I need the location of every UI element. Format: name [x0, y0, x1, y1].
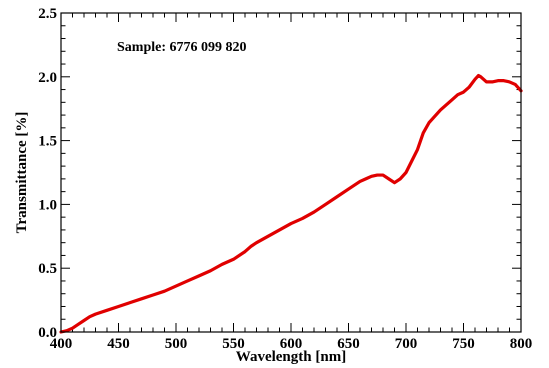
axes-layer: 400 450 500 550 600 650 700 750 800 0.0 0.5 1.0 1.5 2…: [38, 6, 532, 352]
y-tick-label: 2.5: [38, 6, 57, 22]
series-layer: [59, 73, 523, 334]
x-tick-label: 550: [222, 336, 245, 352]
x-tick-label: 750: [452, 336, 475, 352]
sample-annotation: Sample: 6776 099 820: [117, 40, 247, 55]
y-tick-label: 1.5: [38, 134, 57, 150]
x-tick-label: 400: [50, 336, 73, 352]
plot-frame: [60, 12, 522, 333]
x-tick-label: 700: [395, 336, 418, 352]
y-tick-label: 0.0: [38, 325, 57, 341]
y-tick-label: 1.0: [38, 197, 57, 213]
x-tick-label: 600: [280, 336, 303, 352]
x-tick-label: 650: [337, 336, 360, 352]
x-axis-label: Wavelength [nm]: [236, 349, 346, 365]
series-line: [59, 73, 523, 334]
x-tick-label: 500: [165, 336, 188, 352]
y-tick-label: 0.5: [38, 261, 57, 277]
x-tick-label: 450: [107, 336, 130, 352]
y-axis-label: Transmittance [%]: [14, 112, 30, 234]
y-tick-label: 2.0: [38, 70, 57, 86]
x-tick-label: 800: [510, 336, 533, 352]
